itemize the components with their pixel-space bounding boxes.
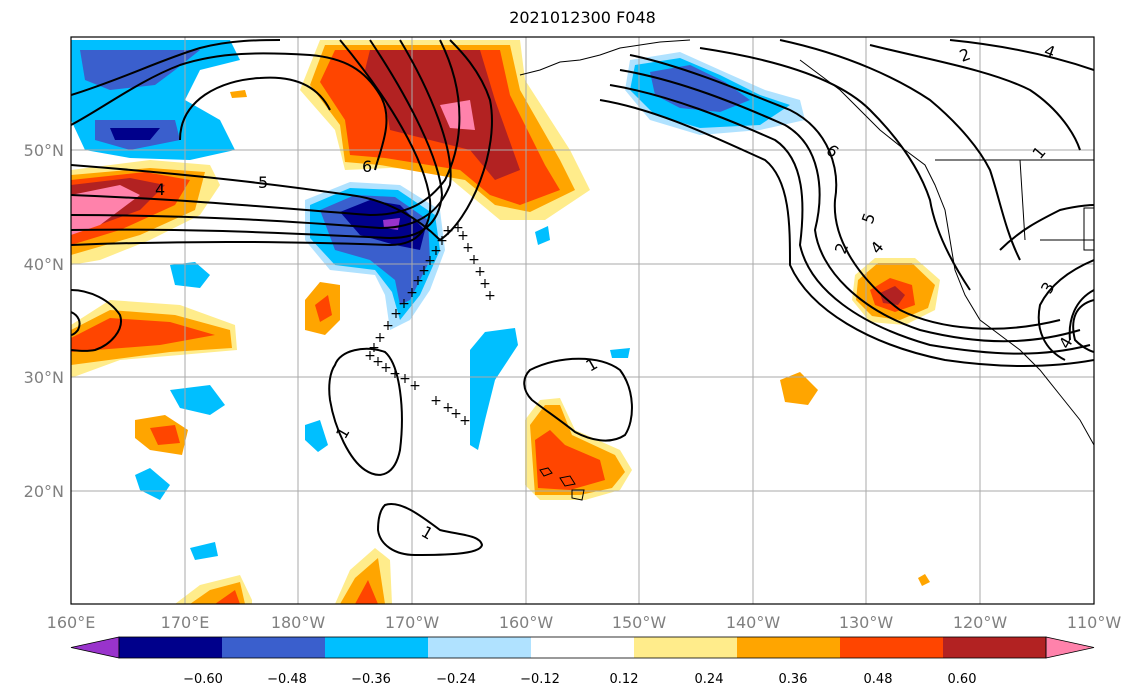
svg-text:+: +: [418, 263, 430, 279]
lon-tick-label: 180°W: [271, 613, 326, 632]
svg-text:+: +: [406, 285, 418, 301]
svg-text:+: +: [390, 306, 402, 322]
lon-tick-label: 130°W: [839, 613, 894, 632]
svg-text:+: +: [382, 318, 394, 334]
svg-text:+: +: [424, 253, 436, 269]
lon-tick-label: 160°E: [47, 613, 96, 632]
chart-title: 2021012300 F048: [509, 8, 656, 27]
lon-tick-label: 170°E: [161, 613, 210, 632]
colorbar-segment: [840, 637, 944, 658]
colorbar-tick-label: 0.48: [864, 672, 893, 687]
colorbar-tick-label: 0.12: [610, 672, 639, 687]
svg-text:+: +: [442, 400, 454, 416]
colorbar-segment: [531, 637, 635, 658]
colorbar-tick-label: 0.24: [695, 672, 724, 687]
colorbar-extend-high: [1045, 636, 1095, 659]
svg-text:+: +: [452, 220, 464, 236]
svg-text:+: +: [368, 340, 380, 356]
contour-label: 4: [155, 180, 165, 199]
contour-closed-sw: [328, 347, 403, 476]
contour-label: 5: [258, 173, 268, 192]
colorbar: [70, 636, 1095, 659]
svg-text:+: +: [459, 413, 471, 429]
lon-tick-label: 160°W: [499, 613, 554, 632]
contour-closed-hawaii: [523, 357, 633, 442]
lat-tick-label: 30°N: [24, 368, 64, 387]
contour-label: 6: [362, 157, 372, 176]
track-markers: +++ +++ + +++ +++ +++ +++ + +++ ++ + ++ +: [364, 220, 496, 429]
colorbar-segment: [737, 637, 841, 658]
lat-tick-labels: 50°N 40°N 30°N 20°N: [24, 141, 64, 501]
svg-text:+: +: [479, 276, 491, 292]
contour-closed-south: [376, 503, 484, 557]
map-background: [71, 37, 1094, 604]
colorbar-tick-label: −0.12: [520, 672, 560, 687]
svg-text:+: +: [399, 371, 411, 387]
lat-tick-label: 40°N: [24, 255, 64, 274]
colorbar-labels: −0.60 −0.48 −0.36 −0.24 −0.12 0.12 0.24 …: [183, 672, 976, 687]
lat-tick-label: 20°N: [24, 482, 64, 501]
lon-tick-label: 140°W: [726, 613, 781, 632]
colorbar-tick-label: 0.60: [948, 672, 977, 687]
lon-tick-label: 150°W: [612, 613, 667, 632]
coastlines: [519, 39, 1094, 501]
colorbar-segment: [634, 637, 738, 658]
lon-tick-label: 120°W: [953, 613, 1008, 632]
contour-lines: [71, 39, 1094, 557]
colorbar-tick-label: −0.36: [351, 672, 391, 687]
colorbar-tick-label: 0.36: [779, 672, 808, 687]
lon-tick-labels: 160°E 170°E 180°W 170°W 160°W 150°W 140°…: [47, 613, 1122, 632]
colorbar-segment: [943, 637, 1047, 658]
svg-text:+: +: [442, 223, 454, 239]
svg-text:+: +: [462, 240, 474, 256]
svg-text:+: +: [450, 406, 462, 422]
svg-text:+: +: [398, 296, 410, 312]
svg-text:+: +: [474, 264, 486, 280]
svg-text:+: +: [372, 354, 384, 370]
map-frame: [70, 36, 1095, 605]
svg-text:+: +: [380, 360, 392, 376]
svg-text:+: +: [430, 243, 442, 259]
lat-tick-label: 50°N: [24, 141, 64, 160]
svg-text:+: +: [430, 393, 442, 409]
lon-tick-label: 110°W: [1067, 613, 1122, 632]
colorbar-segment: [428, 637, 532, 658]
svg-text:+: +: [374, 330, 386, 346]
colorbar-frame: [118, 636, 1047, 659]
colorbar-extend-low: [70, 636, 120, 659]
svg-text:+: +: [457, 228, 469, 244]
colorbar-tick-label: −0.60: [183, 672, 223, 687]
colorbar-segment: [119, 637, 223, 658]
colorbar-tick-label: −0.48: [267, 672, 307, 687]
svg-text:+: +: [389, 366, 401, 382]
svg-text:+: +: [409, 378, 421, 394]
svg-text:+: +: [484, 288, 496, 304]
svg-text:+: +: [468, 252, 480, 268]
svg-text:+: +: [364, 348, 376, 364]
colorbar-segment: [325, 637, 429, 658]
svg-text:+: +: [436, 233, 448, 249]
colorbar-segment: [222, 637, 326, 658]
colorbar-tick-label: −0.24: [436, 672, 476, 687]
svg-text:+: +: [412, 273, 424, 289]
lon-tick-label: 170°W: [385, 613, 440, 632]
